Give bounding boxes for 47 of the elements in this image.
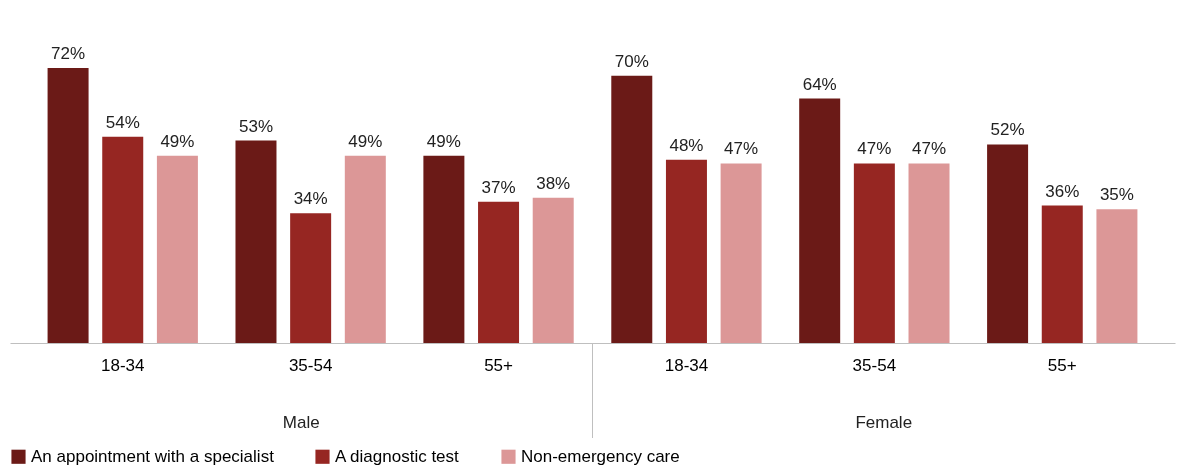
bar	[478, 201, 520, 343]
bar	[423, 155, 465, 343]
text: Female	[855, 413, 913, 432]
bar	[290, 213, 332, 343]
data-label: 49%	[426, 131, 461, 151]
data-label: 36%	[1045, 181, 1080, 201]
legend-label: An appointment with a specialist	[31, 446, 275, 466]
data-label: 49%	[160, 131, 195, 151]
data-label: 38%	[536, 173, 571, 193]
data-label: 54%	[105, 112, 140, 132]
data-label: 35%	[1099, 185, 1134, 205]
x-tick-label: 18-34	[664, 355, 709, 375]
data-label: 49%	[348, 131, 383, 151]
bar	[102, 136, 144, 343]
bar	[1096, 209, 1138, 343]
bar	[611, 75, 653, 343]
legend-label: Non-emergency care	[521, 446, 680, 466]
x-tick-label: 35-54	[852, 355, 897, 375]
data-label: 47%	[724, 139, 759, 159]
data-label: 37%	[481, 177, 516, 197]
bar	[987, 144, 1029, 343]
x-tick-label: 35-54	[288, 355, 333, 375]
x-tick-label: 18-34	[101, 355, 145, 375]
bar	[853, 163, 895, 343]
x-tick-label: 55+	[1047, 355, 1077, 375]
text: Male	[282, 413, 320, 432]
bar	[720, 163, 762, 343]
data-label: 47%	[857, 139, 892, 159]
data-label: 48%	[669, 135, 704, 155]
bar	[156, 155, 198, 343]
data-label: 47%	[912, 139, 947, 159]
x-tick-label: 55+	[484, 355, 514, 375]
data-label: 34%	[293, 189, 328, 209]
data-label: 64%	[802, 74, 837, 94]
bar	[1041, 205, 1083, 343]
bar	[47, 68, 89, 343]
bar	[532, 197, 574, 343]
data-label: 70%	[614, 51, 649, 71]
legend-label: A diagnostic test	[335, 446, 460, 466]
bar	[908, 163, 950, 343]
data-label: 72%	[51, 44, 86, 63]
data-label: 52%	[990, 120, 1025, 140]
bar	[235, 140, 277, 343]
data-label: 53%	[238, 116, 273, 136]
bar	[344, 155, 386, 343]
bar	[799, 98, 841, 343]
bar	[665, 159, 707, 343]
